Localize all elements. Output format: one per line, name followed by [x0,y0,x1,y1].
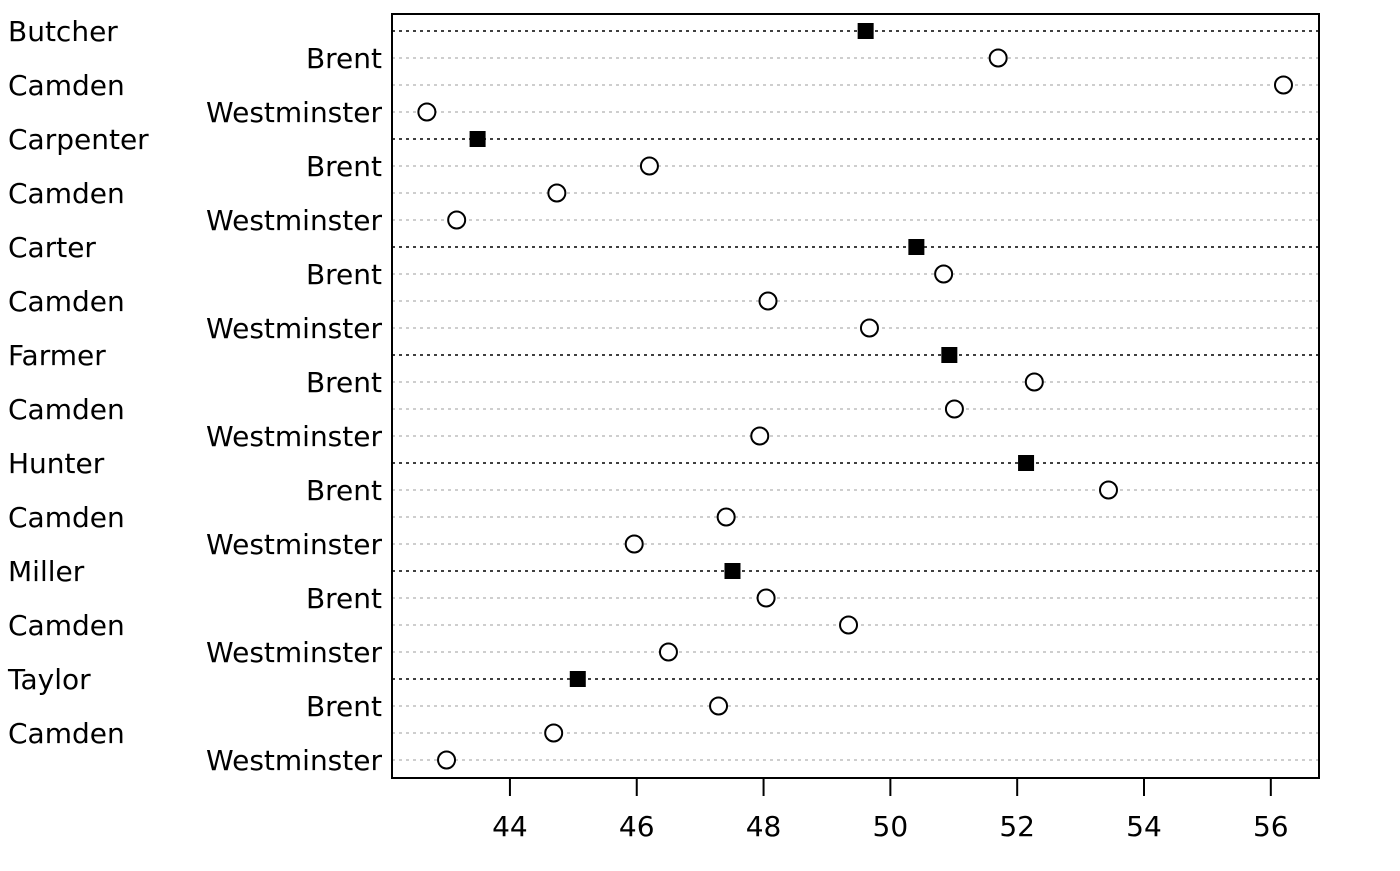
item-label: Brent [306,42,382,75]
group-label: Butcher [8,15,118,48]
item-label: Westminster [206,96,382,129]
group-label: Taylor [7,663,91,696]
item-label: Westminster [206,204,382,237]
item-marker [839,615,859,635]
x-tick-label: 56 [1253,810,1289,843]
item-label: Brent [306,690,382,723]
item-label: Brent [306,258,382,291]
x-tick-label: 48 [746,810,782,843]
item-label: Camden [8,501,125,534]
item-marker [756,588,776,608]
item-label: Westminster [206,636,382,669]
x-tick-label: 46 [619,810,655,843]
item-label: Brent [306,366,382,399]
item-label: Camden [8,393,125,426]
item-label: Westminster [206,420,382,453]
x-tick-label: 52 [999,810,1035,843]
item-marker [758,291,778,311]
x-tick-label: 50 [873,810,909,843]
item-label: Brent [306,582,382,615]
item-marker [1024,372,1044,392]
item-label: Camden [8,285,125,318]
item-marker [859,318,879,338]
item-marker [750,426,770,446]
x-tick-label: 44 [492,810,528,843]
plot-frame [391,13,1320,779]
group-label: Hunter [8,447,105,480]
x-tick-label: 54 [1126,810,1162,843]
group-marker [724,563,741,579]
item-marker [544,723,564,743]
item-label: Westminster [206,744,382,777]
item-marker [658,642,678,662]
item-marker [944,399,964,419]
item-label: Brent [306,150,382,183]
item-marker [547,183,567,203]
item-marker [716,507,736,527]
item-marker [709,696,729,716]
item-marker [934,264,954,284]
group-marker [941,347,958,363]
item-marker [988,48,1008,68]
item-marker [1273,75,1293,95]
item-label: Brent [306,474,382,507]
group-label: Miller [8,555,85,588]
item-label: Camden [8,69,125,102]
group-label: Carter [8,231,96,264]
group-label: Carpenter [8,123,149,156]
item-marker [447,210,467,230]
item-marker [1098,480,1118,500]
item-label: Westminster [206,312,382,345]
group-marker [1018,455,1035,471]
item-label: Camden [8,177,125,210]
group-marker [857,23,874,39]
item-label: Westminster [206,528,382,561]
item-marker [639,156,659,176]
group-label: Farmer [8,339,106,372]
item-marker [624,534,644,554]
item-label: Camden [8,717,125,750]
item-marker [437,750,457,770]
group-marker [908,239,925,255]
item-label: Camden [8,609,125,642]
item-marker [417,102,437,122]
group-marker [569,671,586,687]
group-marker [469,131,486,147]
